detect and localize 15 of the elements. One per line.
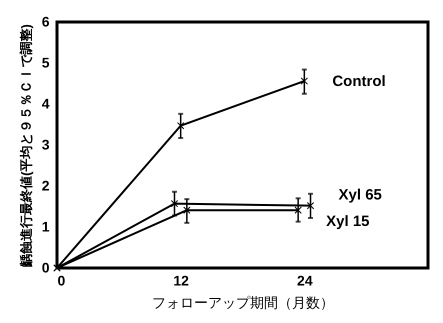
series-label: Xyl 65 [338,186,382,204]
y-axis-title: 齲蝕進行最終値(平均と９５％ＣＩで調整) [18,24,34,268]
y-tick-label: 0 [42,260,50,276]
x-tick-label: 0 [58,272,66,288]
x-tick-label: 24 [297,272,313,288]
x-axis-title: フォローアップ期間（月数） [152,294,334,310]
y-tick-label: 4 [42,96,50,112]
series-label: Control [332,73,386,90]
series-label: Xyl 15 [326,213,370,230]
y-tick-label: 3 [42,136,50,152]
x-tick-label: 12 [173,272,190,288]
y-tick-label: 2 [42,178,50,194]
y-tick-label: 6 [42,14,50,30]
y-tick-label: 1 [42,218,50,234]
y-tick-label: 5 [42,54,50,70]
